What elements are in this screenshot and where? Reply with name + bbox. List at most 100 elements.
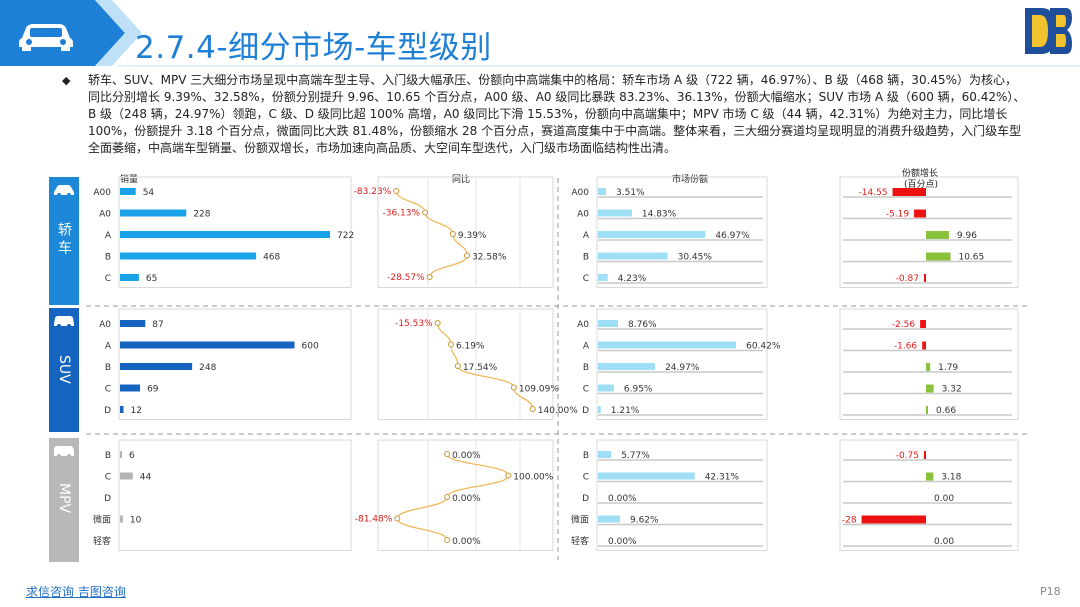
category-label: C	[105, 385, 111, 395]
segment-label-mpv: MPV	[56, 483, 72, 514]
panel-title-share-change-unit: (百分点)	[904, 180, 939, 190]
yoy-point	[393, 188, 400, 194]
sales-value-label: 65	[146, 274, 157, 284]
yoy-value-label: 109.09%	[519, 385, 559, 395]
yoy-point	[434, 320, 441, 326]
share-change-label: 0.66	[936, 406, 956, 416]
share-bar	[598, 320, 619, 327]
sales-bar	[120, 188, 136, 195]
yoy-point	[529, 406, 536, 412]
yoy-point	[444, 494, 451, 500]
category-label: A0	[99, 210, 111, 220]
sales-bar	[120, 363, 193, 370]
share-change-label: 0.00	[934, 494, 954, 504]
category-label: B	[105, 451, 111, 461]
share-change-label: 3.18	[941, 473, 961, 483]
yoy-value-label: 140.00%	[538, 406, 578, 416]
share-change-bar	[926, 363, 931, 371]
share-value-label: 8.76%	[628, 320, 657, 330]
panel-title-yoy: 同比	[452, 175, 471, 185]
yoy-point	[444, 451, 451, 457]
sales-value-label: 248	[199, 363, 216, 373]
share-change-bar	[922, 341, 926, 350]
share-panel-frame	[596, 176, 768, 288]
yoy-value-label: 0.00%	[452, 537, 481, 547]
category-label: B	[583, 253, 589, 263]
yoy-point	[505, 472, 512, 479]
share-change-bar	[892, 188, 926, 196]
segment-label-suv: SUV	[56, 355, 72, 384]
category-label: D	[582, 406, 589, 416]
share-bar	[598, 274, 608, 281]
category-label: C	[583, 274, 589, 284]
yoy-value-label: -36.13%	[382, 209, 420, 219]
yoy-line	[395, 190, 468, 278]
sales-bar	[120, 515, 123, 523]
share-change-bar	[920, 320, 926, 328]
category-label: A0	[577, 320, 589, 330]
yoy-point	[394, 515, 401, 522]
db-logo-icon	[1025, 8, 1072, 54]
yoy-point	[449, 231, 456, 237]
sales-value-label: 600	[302, 342, 319, 352]
share-value-label: 1.21%	[611, 406, 640, 416]
share-panel-frame	[596, 439, 768, 551]
sales-value-label: 87	[152, 320, 163, 330]
footer-links[interactable]: 求信咨询 吉图咨询	[26, 585, 126, 599]
share-change-bar	[924, 451, 926, 459]
share-bar	[598, 252, 668, 260]
category-label: C	[105, 274, 111, 284]
share-bar	[598, 472, 695, 480]
sales-bar	[120, 274, 139, 281]
share-value-label: 4.23%	[618, 274, 647, 284]
share-change-bar	[914, 209, 926, 218]
yoy-value-label: 0.00%	[452, 494, 481, 504]
segment-tab-mpv	[49, 438, 79, 562]
share-panel-frame	[596, 308, 768, 420]
category-label: B	[105, 253, 111, 263]
yoy-point	[444, 537, 451, 543]
category-label: B	[105, 363, 111, 373]
sales-panel-frame	[118, 176, 352, 288]
share-bar	[598, 451, 612, 458]
share-change-label: -5.19	[886, 210, 910, 220]
share-change-label: -0.87	[896, 274, 919, 284]
share-bar	[598, 188, 607, 195]
car-icon	[54, 185, 74, 197]
share-change-bar	[861, 515, 926, 524]
yoy-point	[454, 363, 461, 369]
yoy-value-label: 100.00%	[513, 473, 553, 483]
category-label: 微面	[571, 514, 589, 526]
sales-value-label: 54	[143, 188, 155, 198]
yoy-panel-frame	[377, 176, 554, 288]
sales-bar	[120, 231, 330, 238]
category-label: C	[583, 473, 589, 483]
share-change-label: 9.96	[957, 231, 977, 241]
sales-bar	[120, 320, 146, 327]
yoy-point	[510, 384, 517, 391]
share-change-label: -14.55	[859, 188, 888, 198]
page-title: 2.7.4-细分市场-车型级别	[135, 30, 492, 66]
sales-bar	[120, 209, 187, 217]
share-bar	[598, 384, 614, 392]
category-label: A	[583, 231, 590, 241]
share-change-label: 10.65	[958, 253, 984, 263]
sales-value-label: 10	[130, 516, 142, 526]
sales-value-label: 69	[147, 385, 159, 395]
category-label: 轻客	[571, 535, 589, 547]
share-value-label: 0.00%	[608, 494, 637, 504]
category-label: D	[104, 494, 111, 504]
yoy-value-label: -81.48%	[355, 515, 393, 525]
sales-bar	[120, 472, 133, 480]
share-change-label: -28	[842, 516, 857, 526]
sales-value-label: 228	[193, 210, 210, 220]
share-value-label: 0.00%	[608, 537, 637, 547]
sales-bar	[120, 406, 124, 413]
panel-title-share: 市场份额	[672, 175, 709, 185]
share-value-label: 42.31%	[705, 473, 740, 483]
sales-panel-frame	[118, 439, 352, 551]
yoy-point	[426, 274, 433, 280]
segment-tab-suv	[49, 308, 79, 432]
yoy-panel-frame	[377, 308, 554, 420]
share-change-bar	[926, 231, 949, 239]
